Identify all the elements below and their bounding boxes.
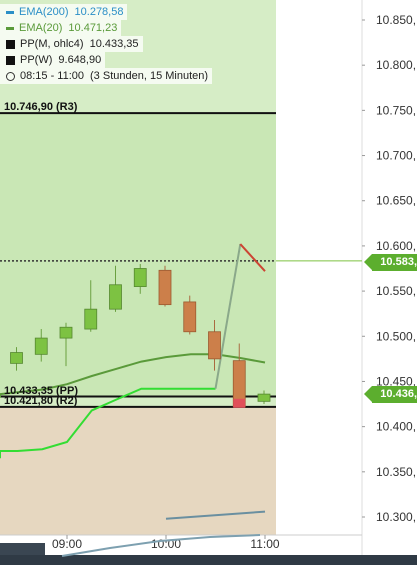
legend-value: (3 Stunden, 15 Minuten) [90, 70, 209, 82]
y-tick-label: 10.750, [376, 103, 416, 117]
level-lines [0, 112, 362, 408]
candles-layer [10, 263, 271, 408]
candle-body [158, 269, 172, 306]
ema200-line [165, 510, 266, 520]
level-label-r3: 10.746,90 (R3) [4, 101, 78, 113]
last-price-tag[interactable]: 10.583, [364, 254, 417, 271]
level-label-pp: 10.433,35 (PP) [4, 385, 78, 397]
candle-body [133, 268, 147, 287]
candle-body [109, 284, 122, 310]
tan-zone [0, 406, 276, 535]
x-tick-label: 09:00 [52, 537, 82, 551]
y-tick-label: 10.800, [376, 58, 416, 72]
candle-body [183, 301, 197, 333]
y-tick-label: 10.850, [376, 13, 416, 27]
legend-name: PP(W) [20, 54, 53, 66]
line-swatch-icon [6, 10, 14, 14]
legend-item-time-range[interactable]: 08:15 - 11:00 (3 Stunden, 15 Minuten) [0, 68, 213, 84]
y-axis[interactable]: 10.850, 10.800, 10.750, 10.700, 10.650, 10.60… [362, 13, 416, 524]
legend-name: EMA(20) [19, 22, 63, 34]
legend-value: 9.648,90 [58, 54, 102, 66]
legend-item-pp-weekly[interactable]: PP(W) 9.648,90 [0, 52, 106, 68]
candle-body [257, 393, 271, 402]
price-tag-text: 10.436, [380, 388, 417, 400]
box-swatch-icon [6, 39, 15, 49]
legend-name: 08:15 - 11:00 [20, 70, 85, 82]
y-tick-label: 10.550, [376, 284, 416, 298]
navigator-bar [0, 555, 417, 565]
zone-layer [0, 0, 363, 565]
y-tick-label: 10.600, [376, 239, 416, 253]
price-tag-text: 10.583, [380, 256, 417, 268]
candle-body [84, 308, 98, 330]
legend-value: 10.471,23 [68, 22, 118, 34]
legend-value: 10.278,58 [74, 6, 124, 18]
y-tick-label: 10.700, [376, 149, 416, 163]
legend-item-pp-monthly[interactable]: PP(M, ohlc4) 10.433,35 [0, 36, 143, 52]
clock-icon [6, 71, 15, 81]
x-tick-label: 11:00 [250, 537, 279, 551]
candle-body [34, 337, 48, 355]
candle-body-red [233, 398, 246, 408]
navigator-line [61, 534, 261, 557]
red-line [239, 243, 266, 272]
gray-line [214, 243, 242, 389]
legend-value: 10.433,35 [89, 38, 139, 50]
line-swatch-icon [6, 26, 14, 30]
navigator-handle[interactable] [0, 543, 45, 555]
legend-name: PP(M, ohlc4) [20, 38, 84, 50]
candle-body [59, 326, 73, 339]
legend-name: EMA(200) [19, 6, 69, 18]
y-tick-label: 10.300, [376, 510, 416, 524]
y-tick-label: 10.500, [376, 329, 416, 343]
legend-item-ema20[interactable]: EMA(20) 10.471,23 [0, 20, 122, 36]
candle-body [208, 331, 221, 360]
legend-item-ema200[interactable]: EMA(200) 10.278,58 [0, 4, 128, 20]
candle-body [10, 352, 23, 364]
navigator-strip[interactable] [0, 534, 417, 565]
box-swatch-icon [6, 55, 15, 65]
green-line [0, 387, 216, 459]
level-label-r2: 10.421,80 (R2) [4, 395, 78, 407]
y-tick-label: 10.350, [376, 465, 416, 479]
y-tick-label: 10.450, [376, 374, 416, 388]
y-tick-label: 10.400, [376, 420, 416, 434]
y-tick-label: 10.650, [376, 194, 416, 208]
current-price-tag[interactable]: 10.436, [364, 386, 417, 403]
